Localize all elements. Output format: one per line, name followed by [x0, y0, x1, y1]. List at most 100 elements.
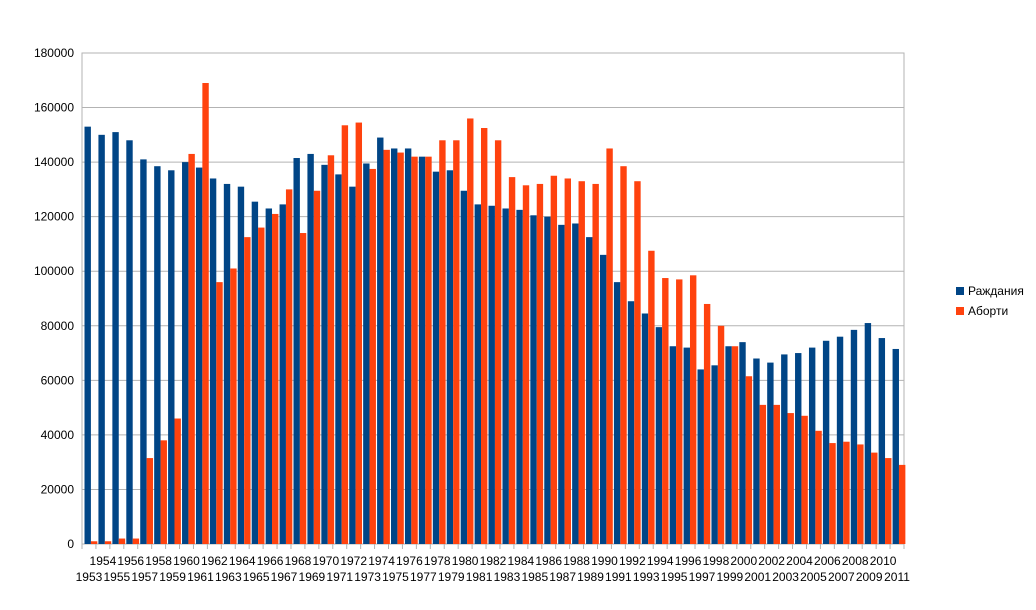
bar-births-1963 [223, 183, 231, 544]
bar-births-1969 [307, 153, 314, 544]
x-tick-label: 1961 [187, 570, 214, 584]
bar-abortions-2002 [773, 404, 780, 544]
x-tick-label: 1978 [424, 554, 451, 568]
bar-births-1979 [446, 170, 454, 545]
bar-abortions-1994 [662, 278, 669, 544]
x-tick-label: 1959 [159, 570, 186, 584]
bar-births-1990 [599, 254, 607, 545]
x-tick-label: 2003 [772, 570, 799, 584]
bar-abortions-1991 [620, 166, 627, 544]
bar-births-1966 [265, 208, 273, 545]
bar-births-2009 [864, 323, 872, 544]
bar-births-1953 [84, 126, 91, 545]
x-tick-label: 1983 [494, 570, 521, 584]
bar-abortions-1957 [146, 458, 154, 544]
y-tick-label: 120000 [34, 210, 74, 224]
bar-abortions-2008 [857, 444, 864, 544]
bar-abortions-1978 [439, 140, 446, 545]
bar-abortions-1964 [244, 237, 251, 545]
y-tick-label: 20000 [41, 482, 75, 496]
bar-abortions-1955 [118, 538, 126, 544]
x-tick-label: 1985 [521, 570, 548, 584]
bar-abortions-2004 [801, 415, 808, 544]
bar-births-1988 [572, 223, 579, 545]
bar-births-1980 [460, 190, 468, 544]
bar-births-1982 [488, 205, 495, 544]
legend-swatch-births [956, 287, 964, 295]
x-tick-label: 1954 [90, 554, 117, 568]
bar-abortions-1989 [592, 183, 599, 544]
bar-abortions-1973 [369, 168, 376, 544]
x-tick-label: 1953 [76, 570, 103, 584]
bar-births-1964 [237, 186, 245, 544]
bar-abortions-1967 [285, 189, 293, 544]
bar-births-1976 [404, 148, 412, 544]
bar-births-1997 [697, 369, 704, 544]
x-tick-label: 1989 [577, 570, 604, 584]
bar-births-1996 [683, 347, 690, 544]
x-tick-label: 1965 [243, 570, 270, 584]
bar-abortions-1954 [104, 541, 112, 544]
x-tick-label: 1997 [689, 570, 716, 584]
bar-abortions-1983 [508, 177, 516, 545]
bar-births-1955 [112, 132, 119, 545]
x-tick-label: 2010 [870, 554, 897, 568]
bar-births-1961 [195, 167, 203, 544]
x-tick-label: 1994 [647, 554, 674, 568]
bar-abortions-1992 [634, 181, 641, 544]
x-tick-label: 1999 [716, 570, 743, 584]
bar-births-2004 [795, 353, 802, 544]
bar-abortions-1966 [272, 213, 279, 544]
bar-births-1995 [669, 346, 677, 544]
bar-births-1991 [613, 282, 621, 544]
x-tick-label: 1962 [201, 554, 228, 568]
x-tick-label: 1957 [131, 570, 158, 584]
bar-abortions-1961 [202, 83, 209, 544]
bar-abortions-1963 [230, 268, 237, 544]
bar-births-1956 [126, 140, 133, 545]
bar-abortions-1968 [299, 233, 307, 544]
x-tick-label: 1967 [271, 570, 298, 584]
bar-births-1974 [377, 137, 384, 544]
bar-births-1987 [558, 224, 565, 544]
x-tick-label: 1980 [452, 554, 479, 568]
bar-births-1984 [516, 209, 523, 544]
bar-abortions-2003 [787, 413, 794, 544]
bar-births-1973 [363, 163, 370, 544]
x-tick-label: 1976 [396, 554, 423, 568]
bar-births-2001 [753, 358, 760, 544]
bar-births-2007 [836, 336, 844, 544]
x-tick-label: 2008 [842, 554, 869, 568]
bar-births-2003 [781, 354, 788, 544]
x-tick-label: 1987 [549, 570, 576, 584]
bar-abortions-2000 [745, 376, 753, 544]
bar-births-1998 [711, 365, 718, 544]
bar-births-1959 [168, 170, 175, 545]
x-axis-tick-labels: 1953 1954 1955 1956 1957 1958 1959 1960 1961 1962… [76, 544, 910, 584]
x-tick-label: 2005 [800, 570, 827, 584]
legend: Раждания Аборти [956, 284, 1024, 318]
bar-births-1983 [502, 208, 509, 545]
y-tick-label: 60000 [41, 373, 75, 387]
x-tick-label: 1975 [382, 570, 409, 584]
x-tick-label: 1966 [257, 554, 284, 568]
x-tick-label: 2007 [828, 570, 855, 584]
bar-abortions-1986 [550, 175, 558, 544]
bar-abortions-1997 [703, 303, 711, 544]
legend-label-abortions: Аборти [968, 304, 1008, 318]
x-tick-label: 1982 [480, 554, 507, 568]
bar-abortions-1979 [453, 140, 460, 545]
bar-abortions-1969 [313, 190, 321, 544]
bars [84, 83, 906, 545]
x-tick-label: 1988 [563, 554, 590, 568]
bar-abortions-2006 [829, 443, 836, 544]
x-tick-label: 1984 [508, 554, 535, 568]
bar-abortions-1962 [216, 282, 223, 544]
bar-births-1985 [530, 215, 537, 545]
bar-births-1992 [627, 301, 635, 544]
bar-abortions-1977 [425, 156, 432, 544]
bar-abortions-1956 [132, 538, 140, 544]
bar-abortions-1987 [564, 178, 571, 545]
bar-abortions-1970 [327, 155, 335, 545]
